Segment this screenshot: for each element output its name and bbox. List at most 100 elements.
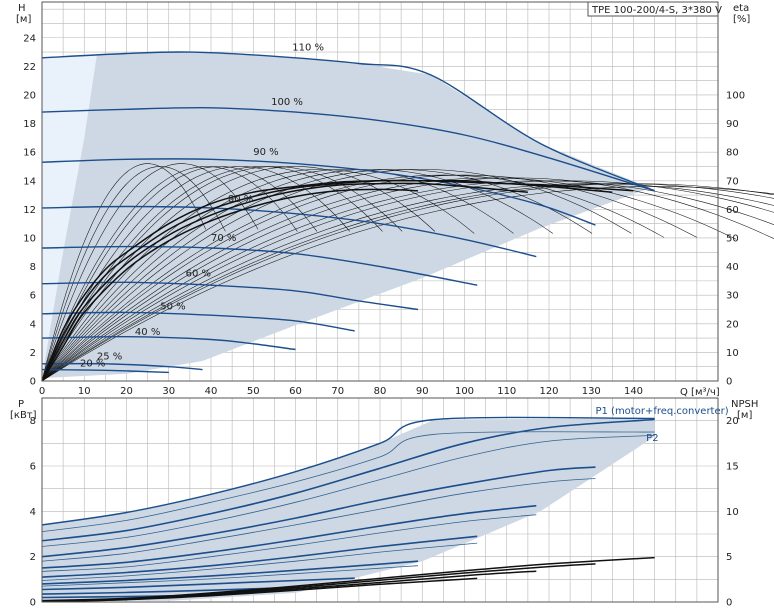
head-curve-label: 60 % xyxy=(186,269,211,280)
head-y-label: H xyxy=(18,3,26,14)
eta-curve-thin xyxy=(41,166,298,382)
eta-curve-bold xyxy=(41,188,419,382)
head-y-tick-label: 6 xyxy=(30,291,36,302)
head-curve xyxy=(41,107,655,192)
power-y-unit: [кВт] xyxy=(10,410,37,421)
head-curve xyxy=(41,205,537,258)
eta-curve-thin xyxy=(41,166,226,382)
x-tick-label: 60 xyxy=(289,386,302,397)
head-curve-label: 110 % xyxy=(292,43,324,54)
eta-curve-thin xyxy=(41,177,737,382)
p2-curve xyxy=(41,565,419,587)
head-curve-label: 50 % xyxy=(160,301,185,312)
power-curves xyxy=(41,416,655,599)
head-curve xyxy=(41,158,596,226)
p2-curve xyxy=(41,431,655,533)
npsh-y-tick-label: 5 xyxy=(726,552,732,563)
head-curve-labels: 110 % 100 % 90 % 80 % 70 % 60 % 50 % 40 % 25 %20… xyxy=(80,43,324,370)
power-series-label: P1 (motor+freq.converter) xyxy=(595,406,728,417)
eta-y-tick-label: 70 xyxy=(726,176,739,187)
head-y-tick-label: 0 xyxy=(30,377,36,388)
eta-curve-thin xyxy=(41,186,774,382)
p1-curve xyxy=(41,418,655,542)
head-curve-label: 70 % xyxy=(211,233,236,244)
head-y-tick-label: 12 xyxy=(23,205,36,216)
eta-y-unit: [%] xyxy=(733,14,750,25)
power-y-tick-label: 2 xyxy=(30,552,36,563)
chart-title-box xyxy=(587,1,719,17)
x-tick-label: 80 xyxy=(374,386,387,397)
x-tick-label: 130 xyxy=(582,386,601,397)
eta-y-tick-label: 50 xyxy=(726,233,739,244)
power-y-tick-label: 6 xyxy=(30,462,36,473)
eta-curve-thin xyxy=(41,174,698,382)
eta-y-tick-label: 80 xyxy=(726,148,739,159)
head-y-tick-label: 10 xyxy=(23,233,36,244)
chart-title: TPE 100-200/4-S, 3*380 V xyxy=(591,5,722,16)
head-y-tick-label: 24 xyxy=(23,33,36,44)
x-tick-label: 90 xyxy=(416,386,429,397)
head-curve-label: 40 % xyxy=(135,327,160,338)
eta-curve-thin xyxy=(41,169,632,382)
eta-curve-thin xyxy=(41,183,774,382)
p1-curve xyxy=(41,504,537,569)
p1-curve xyxy=(41,577,355,591)
eta-y-tick-label: 0 xyxy=(726,377,732,388)
power-y-tick-label: 0 xyxy=(30,598,36,609)
eta-curve-thin xyxy=(41,166,436,382)
head-y-tick-label: 8 xyxy=(30,262,36,273)
eta-curve-thin xyxy=(41,177,774,382)
head-y-tick-label: 20 xyxy=(23,90,36,101)
eta-curve-thin xyxy=(41,174,665,382)
head-region-light-area xyxy=(42,54,97,379)
head-curve xyxy=(41,362,203,371)
power-region-area xyxy=(42,418,655,601)
head-curve-label: 100 % xyxy=(271,97,303,108)
p2-curve xyxy=(41,478,596,562)
power-series-labels: P1 (motor+freq.converter) P2 xyxy=(595,406,728,444)
x-tick-label: 120 xyxy=(539,386,558,397)
x-tick-label: 40 xyxy=(205,386,218,397)
npsh-curve xyxy=(41,577,478,603)
power-operating-region xyxy=(42,418,655,601)
x-tick-label: 110 xyxy=(497,386,516,397)
eta-bold-curves xyxy=(41,179,634,382)
eta-curve-bold xyxy=(41,179,613,382)
power-series-label: P2 xyxy=(646,433,658,444)
power-panel: P1 (motor+freq.converter) P2 0 2 4 6 8 0 5 10 15 2… xyxy=(10,397,758,609)
head-curve xyxy=(41,245,478,286)
eta-y-tick-label: 10 xyxy=(726,348,739,359)
power-y-label: P xyxy=(18,399,24,410)
p1-curve xyxy=(41,416,655,526)
head-curve-label: 90 % xyxy=(253,147,278,158)
x-tick-label: 10 xyxy=(78,386,91,397)
eta-curve-thin xyxy=(41,183,774,382)
head-y-tick-label: 22 xyxy=(23,62,36,73)
eta-y-tick-label: 90 xyxy=(726,119,739,130)
power-y-tick-label: 4 xyxy=(30,507,36,518)
head-curve xyxy=(41,335,296,351)
eta-y-tick-label: 100 xyxy=(726,90,745,101)
p2-curve xyxy=(41,542,478,581)
npsh-y-tick-label: 15 xyxy=(726,462,739,473)
x-tick-label: 140 xyxy=(624,386,643,397)
head-curve-label: 80 % xyxy=(228,194,253,205)
x-axis-label: Q [м³/ч] xyxy=(680,387,720,398)
power-y-tick-label: 8 xyxy=(30,416,36,427)
x-tick-label: 30 xyxy=(162,386,175,397)
head-y-tick-label: 4 xyxy=(30,319,36,330)
eta-curve-thin xyxy=(41,180,774,382)
npsh-y-unit: [м] xyxy=(737,410,752,421)
npsh-y-tick-label: 20 xyxy=(726,416,739,427)
eta-curve-bold xyxy=(41,182,528,382)
eta-curve-thin xyxy=(41,169,475,382)
head-y-tick-label: 14 xyxy=(23,176,36,187)
npsh-y-tick-label: 0 xyxy=(726,598,732,609)
p1-curve xyxy=(41,466,596,558)
eta-curve-thin xyxy=(41,169,514,382)
eta-y-label: eta xyxy=(733,3,749,14)
npsh-y-tick-label: 10 xyxy=(726,507,739,518)
x-tick-label: 20 xyxy=(120,386,133,397)
head-y-tick-label: 2 xyxy=(30,348,36,359)
